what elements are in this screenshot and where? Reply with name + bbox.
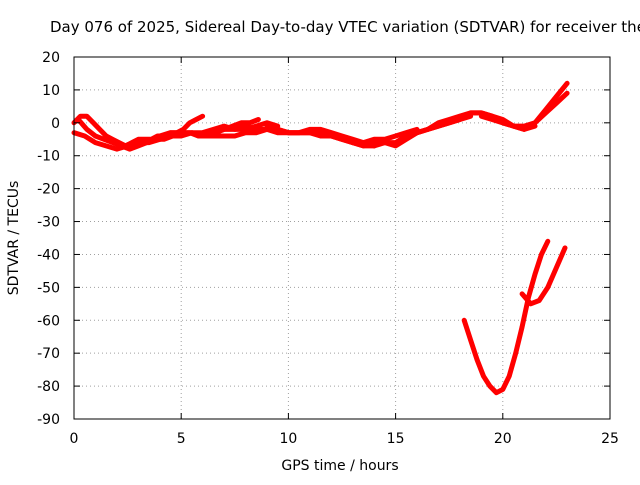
y-tick-label: -30 [37,215,60,231]
plot-border [73,56,611,420]
y-tick-label: -20 [37,182,60,198]
series-0-arc-8 [478,80,570,132]
tick-layer: 0 5 10 15 20 25 20 10 0 -10 -20 -30 -40 -50 -60 -70 -80 -… [37,50,619,447]
y-tick-label: 20 [42,50,60,66]
y-tick-label: 10 [42,83,60,99]
x-tick-label: 0 [70,431,79,447]
series-0-arc-6 [350,110,538,149]
y-tick-label: -70 [37,346,60,362]
chart-title: Day 076 of 2025, Sidereal Day-to-day VTE… [50,18,640,36]
series-1 [461,238,568,396]
y-tick-label: 0 [51,116,60,132]
x-axis-label: GPS time / hours [281,458,398,474]
series-1-arc-0 [461,238,551,396]
x-tick-label: 15 [387,431,405,447]
x-tick-label: 5 [177,431,186,447]
y-tick-label: -50 [37,280,60,296]
y-tick-label: -60 [37,313,60,329]
x-tick-label: 25 [601,431,619,447]
x-tick-label: 20 [494,431,512,447]
series-0 [71,80,570,152]
y-axis-label: SDTVAR / TECUs [6,181,22,296]
y-tick-label: -10 [37,149,60,165]
y-tick-label: -40 [37,247,60,263]
y-tick-label: -90 [37,412,60,428]
y-tick-label: -80 [37,379,60,395]
data-layer [71,80,570,396]
series-1-arc-1 [519,245,568,307]
series-0-arc-4 [210,123,420,146]
x-tick-label: 10 [279,431,297,447]
